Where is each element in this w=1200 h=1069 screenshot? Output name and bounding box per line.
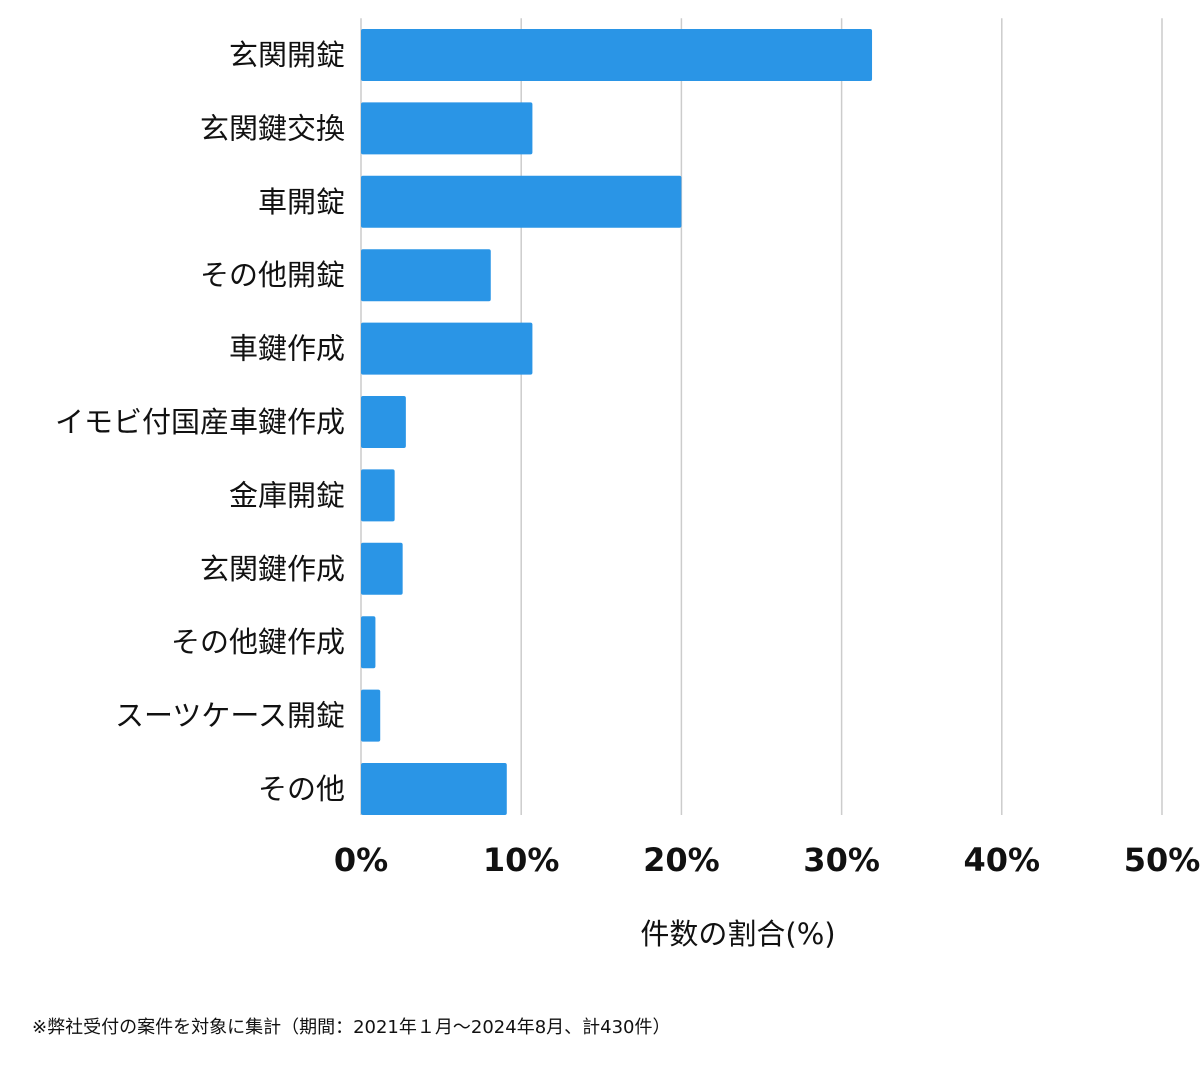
y-tick-label: スーツケース開錠 bbox=[115, 699, 345, 733]
x-tick-label: 40% bbox=[964, 841, 1041, 879]
x-tick-label: 30% bbox=[803, 841, 880, 879]
bar bbox=[361, 102, 533, 155]
y-tick-label: その他開錠 bbox=[200, 258, 345, 292]
bar bbox=[361, 469, 395, 522]
x-axis-label: 件数の割合(%) bbox=[640, 917, 835, 951]
bar bbox=[361, 175, 682, 228]
y-tick-label: 金庫開錠 bbox=[229, 478, 345, 512]
y-tick-label: その他 bbox=[258, 772, 345, 806]
y-tick-label: 玄関鍵交換 bbox=[200, 111, 345, 145]
x-tick-label: 10% bbox=[483, 841, 560, 879]
bar bbox=[361, 29, 873, 81]
y-tick-label: その他鍵作成 bbox=[171, 625, 345, 659]
bar bbox=[361, 249, 491, 302]
bar bbox=[361, 616, 376, 669]
y-tick-label: 玄関開錠 bbox=[229, 38, 345, 72]
bar bbox=[361, 396, 406, 448]
y-tick-label: イモビ付国産車鍵作成 bbox=[55, 405, 345, 439]
x-tick-label: 50% bbox=[1124, 841, 1200, 879]
footnote: ※弊社受付の案件を対象に集計（期間：2021年１月〜2024年8月、計430件） bbox=[32, 1017, 671, 1038]
y-tick-label: 車鍵作成 bbox=[229, 332, 345, 366]
x-tick-label: 0% bbox=[334, 841, 388, 879]
x-tick-label: 20% bbox=[643, 841, 720, 879]
bar bbox=[361, 689, 381, 742]
bar bbox=[361, 763, 507, 815]
y-tick-label: 玄関鍵作成 bbox=[200, 552, 345, 586]
bar bbox=[361, 542, 403, 595]
bar bbox=[361, 322, 533, 375]
y-tick-label: 車開錠 bbox=[258, 185, 345, 219]
